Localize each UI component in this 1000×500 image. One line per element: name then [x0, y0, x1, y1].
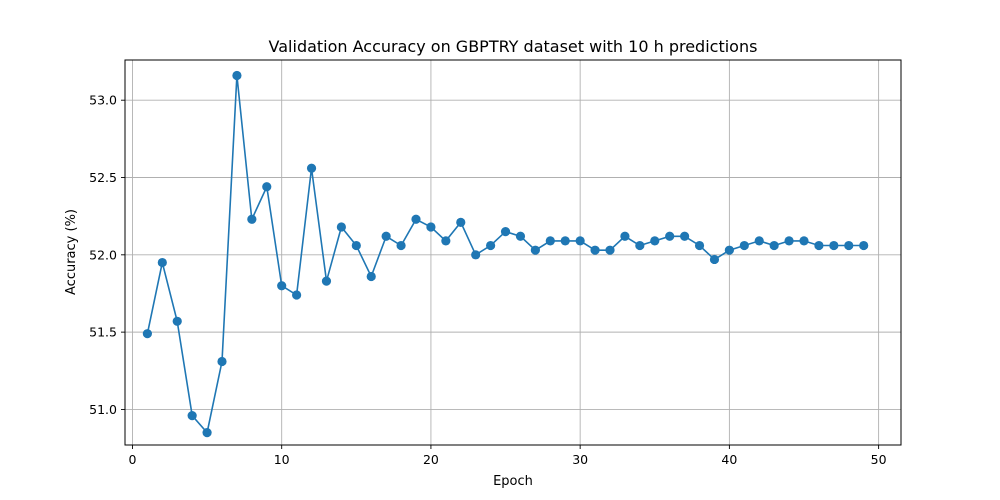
- data-point: [277, 281, 287, 291]
- x-tick-label: 30: [572, 452, 588, 467]
- chart-title: Validation Accuracy on GBPTRY dataset wi…: [269, 37, 758, 56]
- data-point: [142, 329, 152, 339]
- data-point: [784, 236, 794, 246]
- axis-ticks: 0 10 20 30 40 50 51.0 51.5 52.0 52.5 53.0: [89, 93, 886, 467]
- data-point: [486, 240, 496, 251]
- data-series: [142, 70, 869, 438]
- data-point: [247, 214, 257, 224]
- data-point: [306, 163, 317, 173]
- data-point: [366, 271, 376, 282]
- data-point: [396, 240, 406, 251]
- data-point: [814, 240, 824, 251]
- data-point: [635, 240, 645, 251]
- data-point: [381, 231, 391, 241]
- data-point: [202, 428, 212, 438]
- y-tick-label: 51.5: [89, 325, 117, 340]
- data-point: [411, 214, 421, 224]
- data-point: [650, 236, 660, 246]
- data-point: [292, 290, 302, 300]
- data-point: [321, 276, 332, 286]
- y-axis-label: Accuracy (%): [64, 209, 79, 295]
- y-tick-label: 52.5: [89, 170, 117, 185]
- data-point: [799, 236, 809, 246]
- data-point: [426, 222, 436, 232]
- data-point: [709, 254, 720, 265]
- data-point: [232, 70, 242, 81]
- data-point: [172, 316, 182, 326]
- data-point: [575, 236, 585, 246]
- data-point: [590, 245, 600, 255]
- x-tick-label: 20: [423, 452, 439, 467]
- y-tick-label: 52.0: [89, 247, 117, 262]
- series-line: [146, 75, 864, 435]
- data-point: [441, 236, 451, 246]
- x-tick-label: 0: [128, 452, 136, 467]
- data-point: [217, 356, 227, 367]
- data-point: [829, 240, 839, 251]
- data-point: [724, 245, 734, 255]
- data-point: [560, 236, 570, 246]
- x-axis-label: Epoch: [493, 474, 533, 489]
- y-tick-label: 53.0: [89, 93, 117, 108]
- data-point: [515, 231, 526, 241]
- data-point: [545, 236, 555, 246]
- data-point: [665, 231, 675, 241]
- data-point: [620, 231, 630, 241]
- data-point: [694, 240, 705, 251]
- data-point: [471, 250, 481, 260]
- data-point: [844, 240, 854, 251]
- data-point: [456, 217, 466, 227]
- data-point: [351, 240, 361, 251]
- data-point: [187, 411, 197, 421]
- y-tick-label: 51.0: [89, 402, 117, 417]
- data-point: [500, 227, 511, 237]
- data-point: [605, 245, 615, 255]
- data-point: [157, 257, 167, 268]
- data-point: [739, 240, 749, 251]
- x-tick-label: 40: [721, 452, 737, 467]
- data-point: [769, 240, 779, 251]
- x-tick-label: 10: [274, 452, 290, 467]
- data-point: [530, 245, 540, 255]
- data-point: [754, 236, 764, 246]
- plot-frame: [124, 59, 902, 446]
- data-point: [680, 231, 690, 241]
- x-tick-label: 50: [871, 452, 887, 467]
- data-point: [859, 240, 869, 251]
- data-point: [262, 182, 272, 192]
- data-point: [336, 222, 346, 232]
